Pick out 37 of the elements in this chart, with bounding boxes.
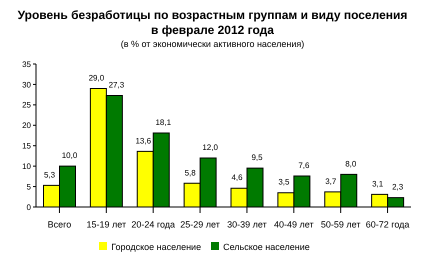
x-tick-label: Всего — [48, 219, 72, 230]
data-label: 27,3 — [108, 80, 125, 90]
x-tick-label: 50-59 лет — [320, 219, 360, 230]
x-tick-label: 30-39 лет — [227, 219, 267, 230]
x-tick-label: 15-19 лет — [86, 219, 126, 230]
y-tick-label: 35 — [22, 60, 32, 69]
data-label: 8,0 — [345, 159, 357, 168]
legend-label: Сельское население — [223, 242, 310, 252]
data-label: 29,0 — [88, 74, 105, 83]
data-label: 12,0 — [202, 142, 218, 152]
data-label: 7,6 — [298, 160, 310, 170]
data-label: 5,3 — [44, 170, 56, 180]
y-tick-label: 5 — [26, 182, 32, 192]
x-tick-label: 25-29 лет — [180, 219, 220, 230]
data-label: 2,3 — [392, 182, 404, 192]
data-label: 9,5 — [251, 153, 264, 162]
y-tick-label: 25 — [22, 100, 32, 110]
data-label: 3,5 — [278, 178, 290, 187]
y-tick-label: 15 — [22, 142, 32, 151]
chart-title: Уровень безработицы по возрастным группам и виду поселения — [16, 8, 408, 23]
y-tick-label: 10 — [22, 162, 32, 171]
x-tick-label: 60-72 года — [366, 219, 410, 230]
x-tick-label: 20-24 года — [131, 219, 176, 230]
legend-label: Городское население — [111, 242, 202, 252]
x-tick-label: 40-49 лет — [274, 219, 314, 230]
data-label: 10,0 — [62, 151, 78, 160]
data-label: 13,6 — [135, 136, 152, 146]
chart-subtitle: в феврале 2012 года — [150, 23, 275, 38]
data-label: 4,6 — [231, 173, 244, 182]
data-label: 5,8 — [184, 168, 196, 178]
data-label: 3,1 — [372, 179, 384, 188]
y-tick-label: 30 — [22, 80, 32, 90]
text: (в % от экономически активного населения) — [120, 38, 306, 50]
data-label: 18,1 — [155, 118, 172, 128]
y-tick-label: 20 — [22, 121, 32, 130]
data-label: 3,7 — [325, 176, 337, 186]
y-tick-label: 0 — [26, 202, 32, 212]
